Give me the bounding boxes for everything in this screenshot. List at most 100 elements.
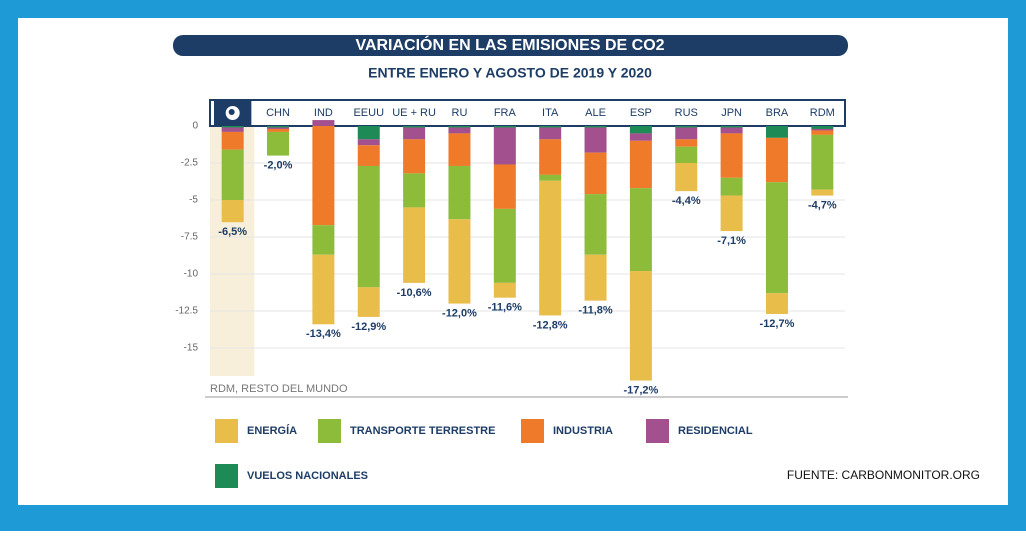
total-label: -11,8% bbox=[578, 305, 612, 317]
bar-segment bbox=[403, 173, 426, 208]
header-band bbox=[209, 99, 846, 127]
bar-segment bbox=[403, 139, 426, 174]
bar-segment bbox=[448, 219, 471, 304]
x-tick-label: CHN bbox=[266, 107, 290, 119]
bar-segment bbox=[811, 189, 834, 196]
y-tick-label: 0 bbox=[192, 121, 198, 132]
bar-segment bbox=[584, 127, 607, 153]
total-label: -12,7% bbox=[760, 318, 795, 330]
bar-segment bbox=[675, 163, 698, 192]
globe-icon-land bbox=[228, 109, 235, 115]
legend-swatch bbox=[215, 464, 238, 488]
bar-segment bbox=[403, 126, 426, 128]
bar-segment bbox=[584, 254, 607, 301]
total-label: -4,7% bbox=[808, 199, 837, 211]
bar-segment bbox=[357, 287, 380, 317]
legend-swatch bbox=[318, 419, 341, 443]
bar-segment bbox=[765, 126, 788, 138]
bar-segment bbox=[267, 128, 290, 132]
x-tick-label: FRA bbox=[494, 107, 517, 119]
bar-segment bbox=[539, 126, 562, 128]
x-tick-label: ITA bbox=[542, 107, 559, 119]
bar-segment bbox=[765, 182, 788, 294]
legend-swatch bbox=[215, 419, 238, 443]
bar-segment bbox=[357, 165, 380, 288]
note: RDM, RESTO DEL MUNDO bbox=[210, 383, 348, 395]
bar-segment bbox=[448, 133, 471, 166]
bar-segment bbox=[312, 126, 335, 226]
bar-segment bbox=[221, 200, 244, 223]
bar-segment bbox=[357, 126, 380, 140]
bar-segment bbox=[765, 137, 788, 183]
bar-segment bbox=[448, 126, 471, 128]
legend-label: ENERGÍA bbox=[247, 424, 297, 437]
bar-segment bbox=[493, 126, 516, 128]
bar-segment bbox=[312, 225, 335, 255]
bar-segment bbox=[675, 139, 698, 147]
bar-segment bbox=[675, 146, 698, 163]
x-tick-label: BRA bbox=[766, 107, 789, 119]
bar-segment bbox=[629, 133, 652, 141]
total-label: -17,2% bbox=[623, 384, 658, 396]
legend-swatch bbox=[646, 419, 669, 443]
x-tick-label: RDM bbox=[810, 107, 835, 119]
total-label: -6,5% bbox=[218, 226, 247, 238]
bar-segment bbox=[312, 120, 335, 126]
total-label: -13,4% bbox=[306, 328, 341, 340]
bar-segment bbox=[811, 128, 834, 131]
total-label: -12,8% bbox=[533, 319, 568, 331]
bar-segment bbox=[584, 194, 607, 255]
bar-segment bbox=[448, 165, 471, 220]
bar-segment bbox=[720, 126, 743, 128]
bar-segment bbox=[493, 164, 516, 209]
bar-segment bbox=[539, 127, 562, 140]
x-tick-label: EEUU bbox=[353, 107, 384, 119]
bar-segment bbox=[584, 152, 607, 195]
total-label: -4,4% bbox=[672, 195, 701, 207]
bar-segment bbox=[267, 126, 290, 128]
bar-segment bbox=[267, 127, 290, 129]
bar-segment bbox=[403, 207, 426, 283]
title-pill bbox=[173, 35, 848, 56]
bar-segment bbox=[221, 149, 244, 200]
bar-segment bbox=[448, 127, 471, 134]
chart-title: VARIACIÓN EN LAS EMISIONES DE CO2 bbox=[355, 35, 664, 54]
total-label: -2,0% bbox=[264, 160, 293, 172]
bar-segment bbox=[629, 126, 652, 134]
x-tick-label: RU bbox=[452, 107, 468, 119]
y-tick-label: -7.5 bbox=[181, 232, 199, 243]
bar-segment bbox=[312, 254, 335, 325]
bar-segment bbox=[267, 131, 290, 156]
total-label: -12,0% bbox=[442, 308, 477, 320]
bar-segment bbox=[811, 126, 834, 129]
y-tick-label: -15 bbox=[184, 343, 199, 354]
bar-segment bbox=[720, 127, 743, 134]
legend-label: VUELOS NACIONALES bbox=[247, 470, 368, 482]
bar-segment bbox=[221, 127, 244, 132]
y-tick-label: -5 bbox=[189, 195, 198, 206]
bar-segment bbox=[493, 127, 516, 165]
chart-subtitle: ENTRE ENERO Y AGOSTO DE 2019 Y 2020 bbox=[368, 65, 652, 81]
total-label: -10,6% bbox=[397, 287, 432, 299]
bar-segment bbox=[675, 126, 698, 128]
bar-segment bbox=[765, 293, 788, 314]
bar-segment bbox=[403, 127, 426, 140]
x-tick-label: JPN bbox=[721, 107, 742, 119]
total-label: -12,9% bbox=[351, 321, 386, 333]
bar-segment bbox=[584, 126, 607, 128]
bar-segment bbox=[720, 195, 743, 232]
total-label: -11,6% bbox=[488, 302, 522, 314]
bar-segment bbox=[357, 145, 380, 166]
bar-segment bbox=[720, 177, 743, 196]
bar-segment bbox=[629, 140, 652, 189]
bar-segment bbox=[493, 208, 516, 283]
x-tick-label: IND bbox=[314, 107, 333, 119]
legend-swatch bbox=[521, 419, 544, 443]
bar-segment bbox=[629, 271, 652, 381]
total-label: -7,1% bbox=[717, 235, 746, 247]
bar-segment bbox=[811, 130, 834, 135]
bar-segment bbox=[539, 180, 562, 316]
bar-segment bbox=[221, 126, 244, 128]
legend-label: TRANSPORTE TERRESTRE bbox=[350, 425, 495, 437]
legend-label: RESIDENCIAL bbox=[678, 425, 753, 437]
